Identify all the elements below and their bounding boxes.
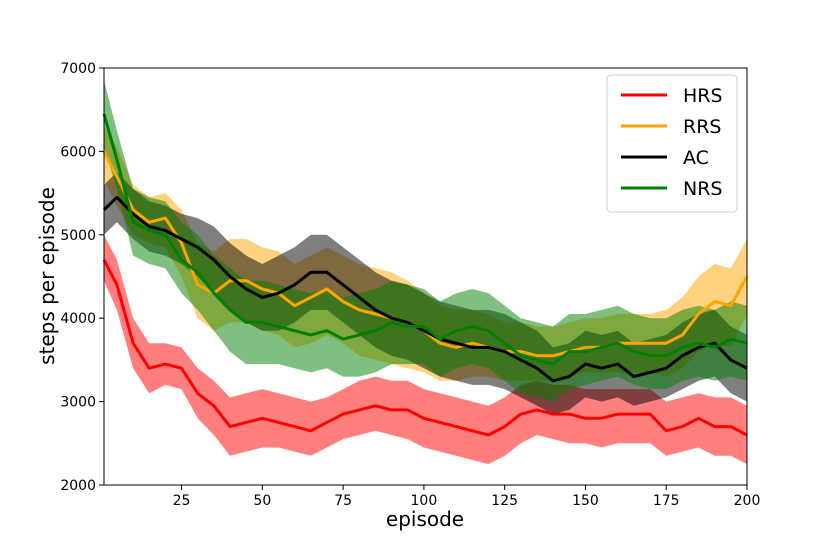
y-tick-label: 7000 (60, 61, 96, 77)
x-tick-label: 175 (653, 493, 680, 509)
legend: HRS RRS AC NRS (606, 74, 738, 213)
y-tick-label: 4000 (60, 311, 96, 327)
band-nrs (104, 80, 747, 402)
line-nrs (102, 113, 748, 366)
y-axis-title: steps per episode (35, 187, 59, 365)
x-tick-label: 125 (491, 493, 518, 509)
line-hrs (102, 259, 748, 437)
y-tick-label: 2000 (60, 478, 96, 494)
legend-label-rrs: RRS (683, 116, 721, 138)
legend-label-nrs: NRS (683, 178, 722, 200)
legend-label-hrs: HRS (683, 85, 723, 107)
x-axis-title: episode (386, 507, 464, 531)
y-tick-label: 6000 (60, 144, 96, 160)
line-ac (102, 195, 748, 383)
x-tick-label: 200 (734, 493, 761, 509)
plot-frame (103, 67, 748, 486)
x-tick-label: 150 (572, 493, 599, 509)
confidence-bands (104, 80, 747, 465)
x-axis-ticks: 25 50 75 100 125 150 175 200 (173, 485, 761, 509)
y-tick-label: 3000 (60, 395, 96, 411)
y-tick-label: 5000 (60, 228, 96, 244)
x-tick-label: 100 (411, 493, 438, 509)
band-hrs (104, 234, 747, 465)
legend-label-ac: AC (683, 147, 709, 169)
legend-frame (606, 74, 738, 213)
x-tick-label: 50 (253, 493, 271, 509)
x-tick-label: 75 (334, 493, 352, 509)
x-tick-label: 25 (173, 493, 191, 509)
y-axis-ticks: 2000 3000 4000 5000 6000 7000 (60, 61, 104, 494)
series-lines (102, 113, 749, 437)
